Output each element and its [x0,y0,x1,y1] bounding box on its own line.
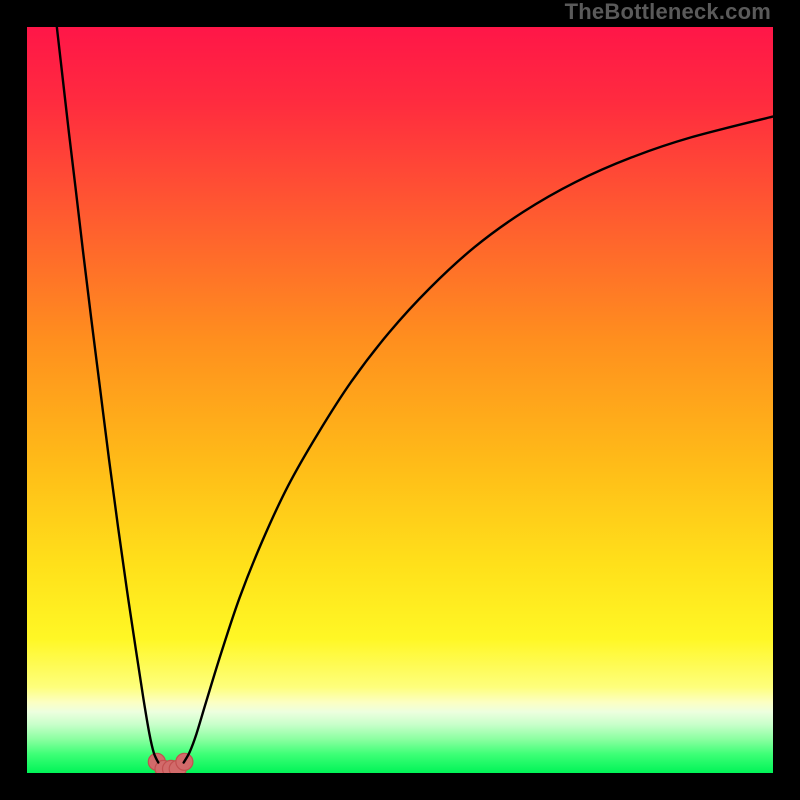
curve-right-branch [184,117,773,763]
plot-area: TheBottleneck.com [27,27,773,773]
chart-stage: TheBottleneck.com [0,0,800,800]
watermark-text: TheBottleneck.com [565,0,773,27]
curve-left-branch [57,27,158,763]
bottleneck-curve [27,27,773,773]
plot-inner: TheBottleneck.com [27,27,773,773]
